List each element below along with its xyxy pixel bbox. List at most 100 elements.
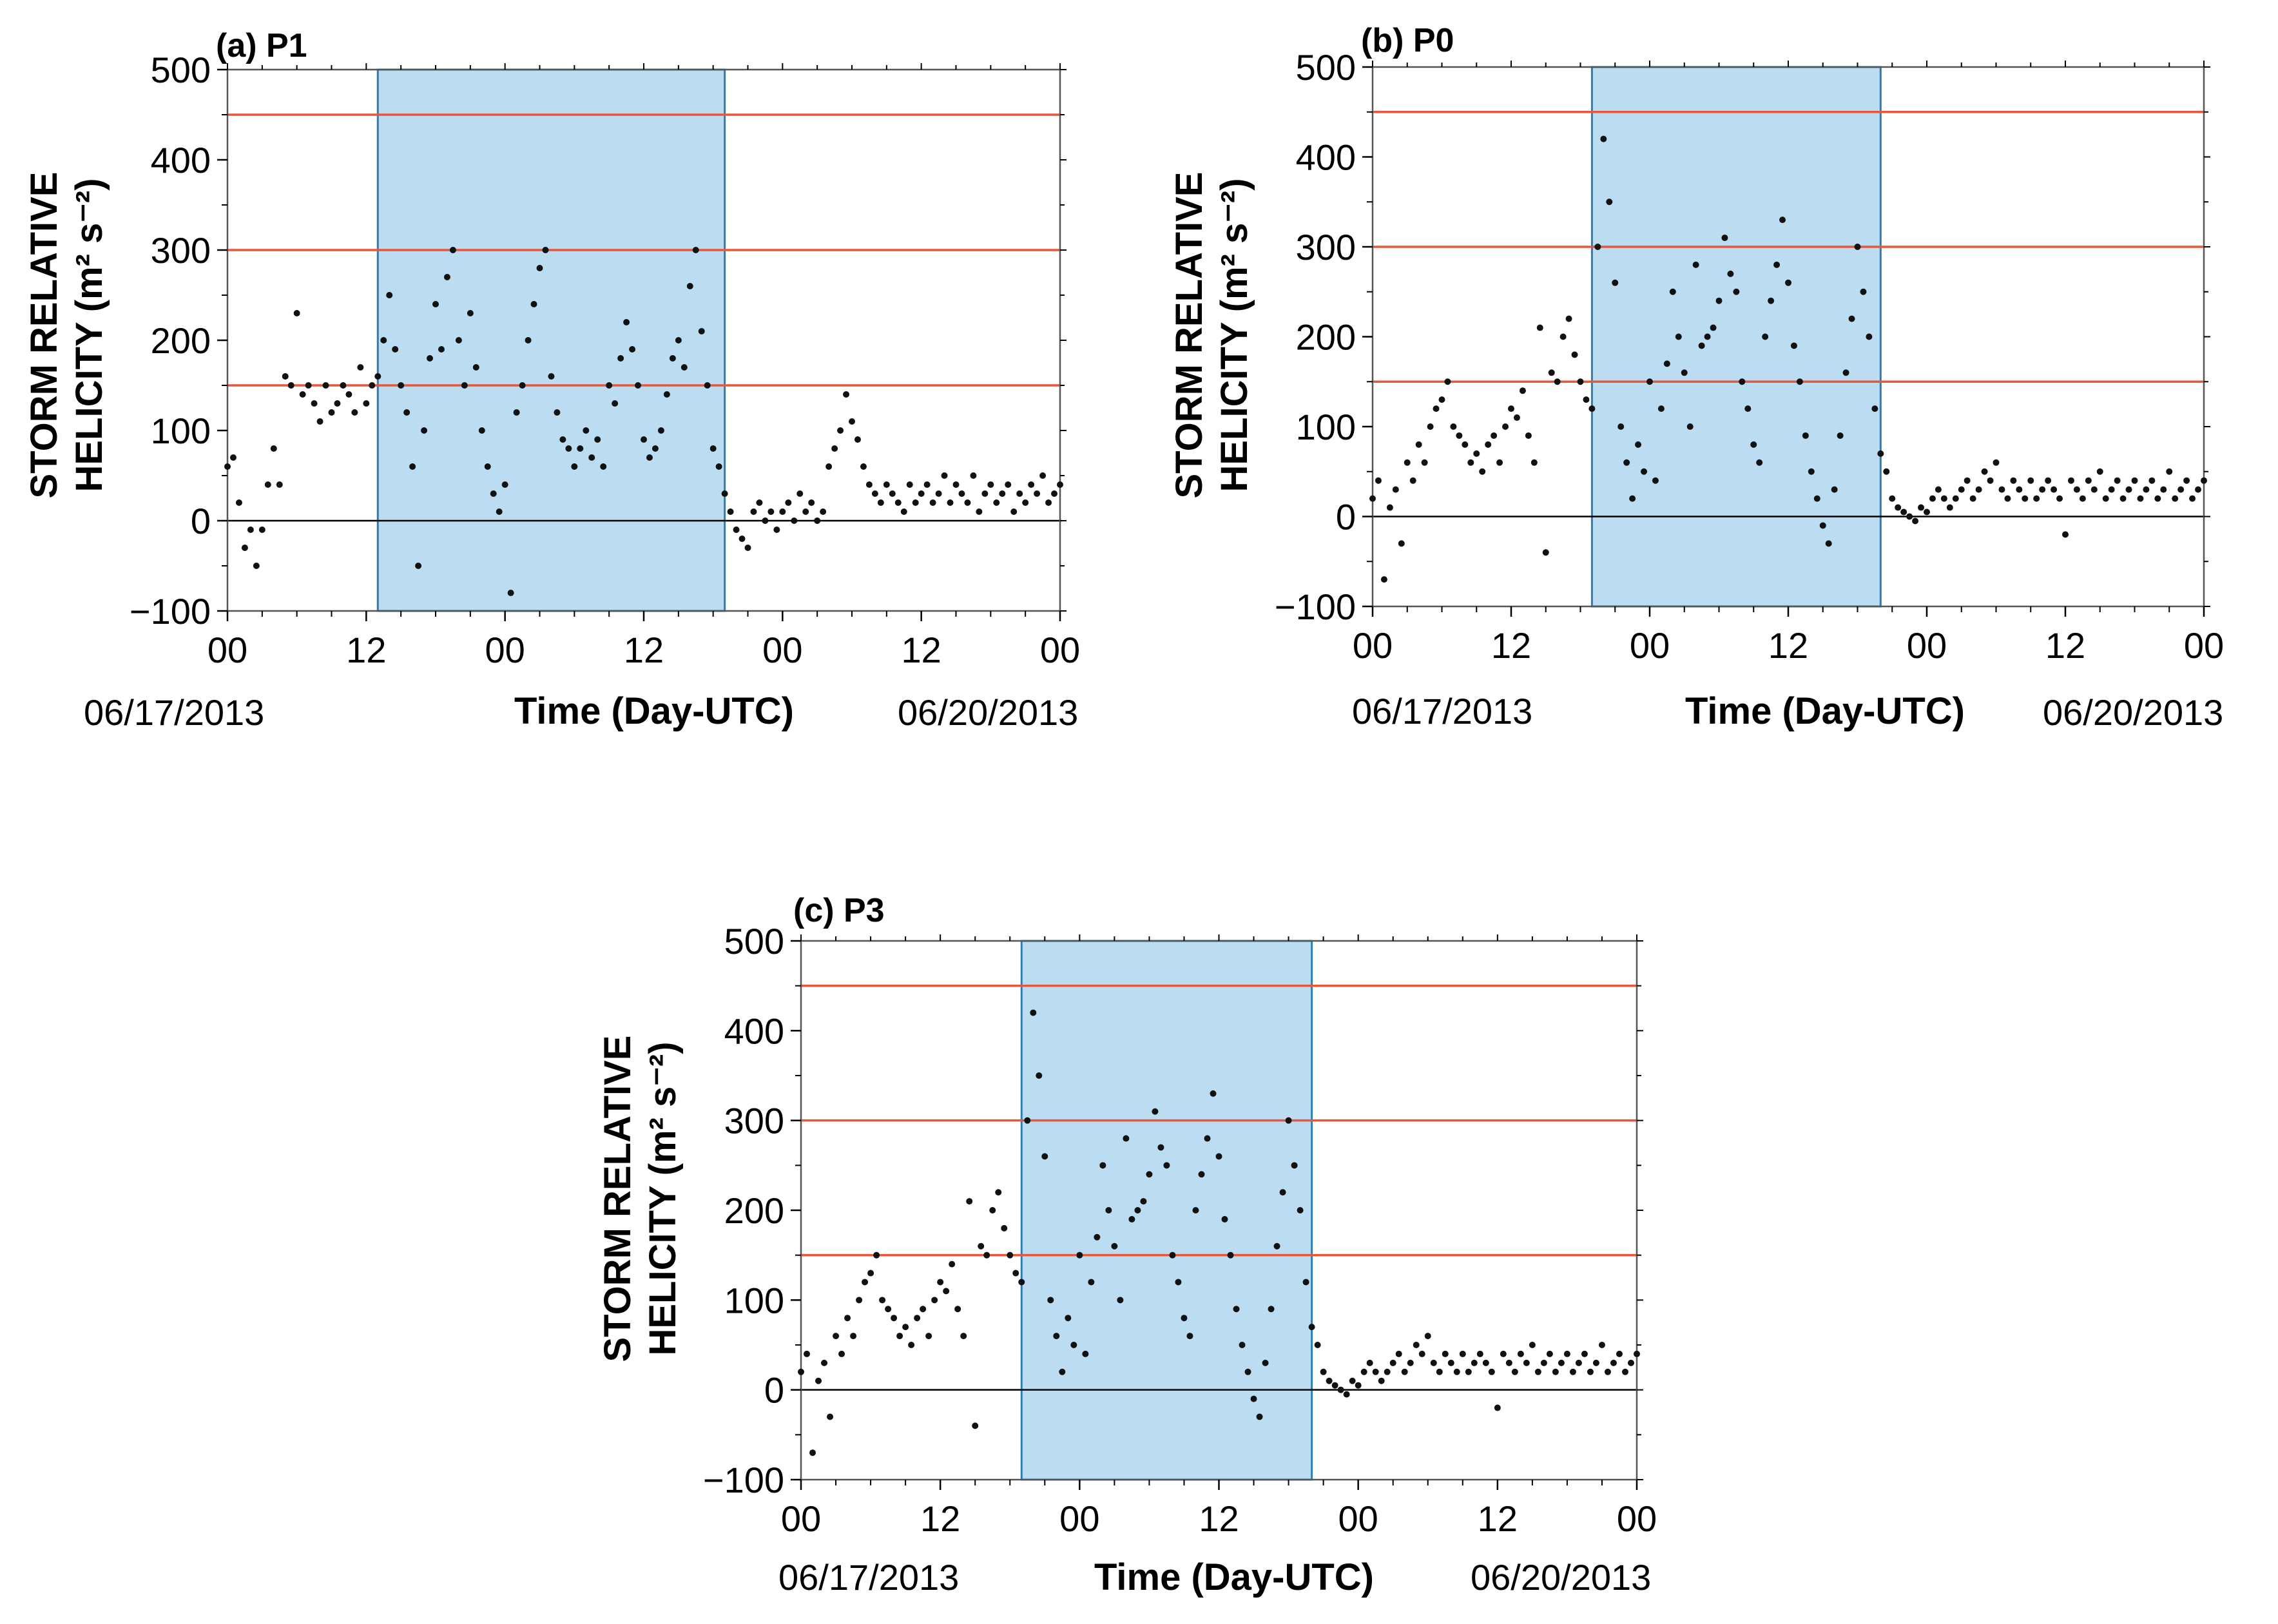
plot-area-c: −100 0 100 200 300 400 500 00 12 00 12 00 12 00 — [703, 921, 1657, 1539]
data-point-b — [1912, 517, 1919, 525]
data-point-b — [2148, 477, 2156, 484]
y-tick-label-c: 100 — [724, 1280, 784, 1320]
data-point-b — [2143, 486, 2150, 493]
data-point-b — [2195, 486, 2202, 493]
data-point-a — [247, 527, 254, 533]
x-tick-label-c: 12 — [1199, 1498, 1239, 1539]
data-point-a — [224, 463, 231, 470]
data-point-b — [1675, 333, 1682, 340]
data-point-c — [856, 1297, 863, 1304]
data-point-c — [873, 1252, 880, 1259]
data-point-a — [849, 418, 855, 425]
data-point-c — [1094, 1233, 1101, 1241]
start-date-label-b: 06/17/2013 — [1352, 691, 1532, 731]
data-point-a — [490, 490, 497, 497]
data-point-a — [663, 391, 670, 398]
data-point-a — [496, 508, 503, 515]
data-point-b — [1686, 423, 1694, 430]
data-point-b — [1415, 441, 1422, 448]
data-point-c — [1389, 1359, 1396, 1366]
x-tick-label-b: 12 — [1768, 625, 1808, 666]
data-point-a — [1028, 481, 1035, 488]
data-point-b — [1398, 540, 1405, 547]
data-point-b — [1883, 468, 1890, 475]
data-point-b — [1386, 504, 1393, 511]
data-point-c — [1273, 1242, 1280, 1250]
data-point-b — [2010, 477, 2017, 484]
data-point-a — [363, 400, 370, 407]
data-point-b — [1975, 486, 1982, 493]
data-point-a — [392, 346, 399, 353]
data-point-c — [1169, 1252, 1176, 1259]
x-tick-label-c: 12 — [1478, 1498, 1518, 1539]
data-point-b — [1496, 459, 1503, 466]
data-point-c — [1256, 1413, 1263, 1420]
data-point-a — [883, 481, 890, 488]
data-point-a — [253, 563, 260, 569]
plot-area-b: −100 0 100 200 300 400 500 00 12 00 12 00 12 00 — [1275, 47, 2224, 666]
data-point-c — [1407, 1359, 1414, 1366]
x-axis-label-a: Time (Day-UTC) — [514, 690, 794, 732]
data-point-c — [978, 1242, 985, 1250]
data-point-b — [1698, 342, 1705, 349]
data-point-b — [2033, 495, 2040, 502]
data-point-b — [1768, 297, 1775, 304]
data-point-b — [1727, 270, 1734, 277]
data-point-b — [1895, 504, 1902, 511]
data-point-c — [1036, 1072, 1043, 1079]
data-point-a — [386, 292, 393, 298]
data-point-c — [960, 1333, 967, 1340]
data-point-b — [1652, 477, 1659, 484]
data-point-a — [530, 301, 537, 307]
data-point-c — [914, 1315, 921, 1322]
data-point-c — [1581, 1350, 1588, 1357]
data-point-b — [2039, 486, 2046, 493]
data-point-c — [1517, 1350, 1524, 1357]
data-point-a — [831, 445, 838, 452]
data-point-c — [1007, 1252, 1014, 1259]
data-point-b — [1900, 508, 1907, 516]
data-point-c — [1634, 1350, 1640, 1357]
data-point-a — [282, 373, 289, 380]
data-point-a — [952, 481, 960, 488]
data-point-c — [1331, 1382, 1338, 1389]
data-point-c — [1134, 1207, 1141, 1213]
x-tick-label-c: 00 — [1617, 1498, 1657, 1539]
data-point-c — [1204, 1135, 1211, 1142]
data-point-a — [316, 418, 323, 425]
panel-c: −100 0 100 200 300 400 500 00 12 00 12 00 12 00 (c) P… — [597, 892, 1657, 1598]
data-point-b — [1548, 369, 1555, 376]
data-point-b — [2183, 477, 2190, 484]
data-point-c — [1442, 1350, 1449, 1357]
data-point-b — [1444, 378, 1451, 385]
end-date-label-c: 06/20/2013 — [1471, 1557, 1651, 1598]
data-point-c — [1088, 1279, 1095, 1286]
data-point-a — [617, 355, 624, 362]
data-point-b — [1600, 135, 1607, 142]
data-point-b — [1369, 495, 1376, 502]
data-point-b — [1825, 540, 1832, 547]
data-point-c — [920, 1306, 927, 1313]
data-point-a — [478, 427, 485, 434]
data-point-b — [1813, 495, 1820, 502]
data-point-c — [1105, 1207, 1112, 1213]
data-point-a — [727, 508, 734, 515]
data-point-a — [357, 364, 364, 371]
data-point-a — [241, 545, 248, 551]
data-point-b — [1409, 477, 1416, 484]
data-point-a — [484, 463, 491, 470]
data-point-c — [983, 1252, 990, 1259]
data-point-b — [1842, 369, 1849, 376]
data-point-c — [1233, 1306, 1240, 1313]
data-point-b — [1773, 261, 1781, 268]
data-point-a — [398, 382, 405, 389]
data-point-b — [1525, 432, 1532, 439]
data-point-a — [229, 454, 236, 461]
data-point-a — [865, 481, 873, 488]
data-point-b — [1491, 432, 1498, 439]
data-point-c — [1395, 1350, 1402, 1357]
data-point-a — [270, 445, 277, 452]
panel-title-a: (a) P1 — [216, 27, 307, 64]
data-point-b — [1756, 459, 1763, 466]
